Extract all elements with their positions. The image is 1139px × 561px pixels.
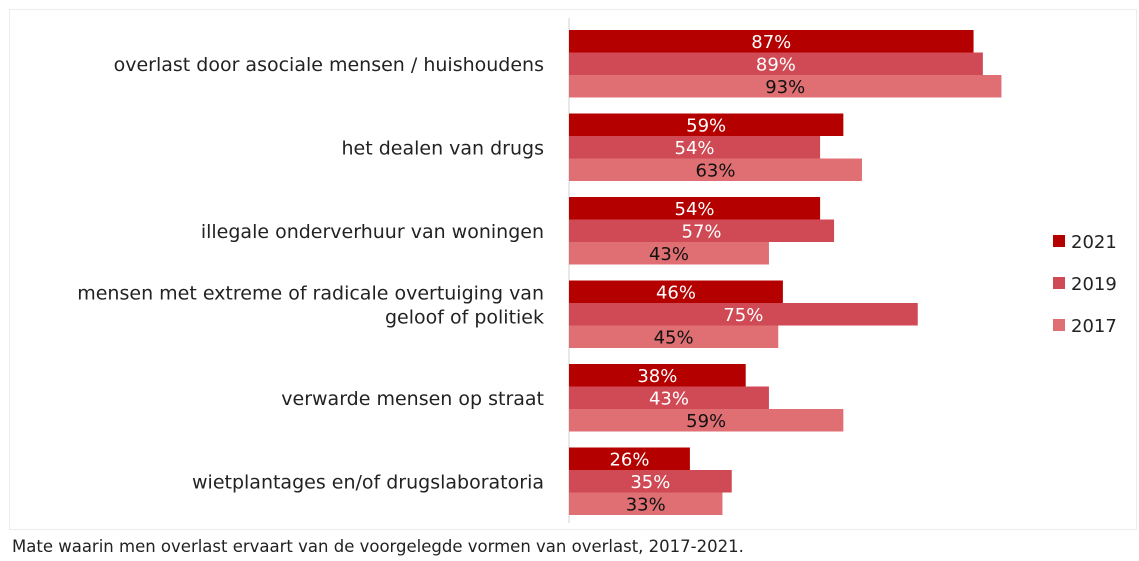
data-label: 75% bbox=[723, 305, 763, 326]
data-label: 59% bbox=[686, 411, 726, 432]
data-label: 63% bbox=[695, 160, 735, 181]
data-label: 43% bbox=[649, 244, 689, 265]
bar-2017 bbox=[569, 158, 862, 181]
category-label: mensen met extreme of radicale overtuigi… bbox=[77, 282, 544, 304]
data-label: 87% bbox=[751, 32, 791, 53]
bar-2017 bbox=[569, 492, 723, 515]
bar-2021 bbox=[569, 113, 844, 136]
bar-2017 bbox=[569, 325, 779, 348]
bar-2017 bbox=[569, 75, 1002, 98]
bar-2021 bbox=[569, 197, 821, 220]
data-label: 59% bbox=[686, 115, 726, 136]
category-label: geloof of politiek bbox=[385, 306, 544, 328]
bar-2019 bbox=[569, 219, 835, 242]
bar-2021 bbox=[569, 30, 974, 53]
data-label: 26% bbox=[609, 449, 649, 470]
bar-2021 bbox=[569, 364, 746, 387]
bar-2019 bbox=[569, 52, 983, 75]
chart-caption: Mate waarin men overlast ervaart van de … bbox=[12, 537, 744, 556]
legend-swatch-2017 bbox=[1053, 319, 1065, 331]
category-label: verwarde mensen op straat bbox=[281, 388, 544, 410]
bar-2019 bbox=[569, 303, 918, 326]
bar-2019 bbox=[569, 136, 821, 159]
data-label: 57% bbox=[682, 221, 722, 242]
legend-label: 2017 bbox=[1071, 316, 1117, 337]
chart-panel: overlast door asociale mensen / huishoud… bbox=[9, 9, 1137, 530]
category-label: illegale onderverhuur van woningen bbox=[201, 221, 544, 243]
legend-swatch-2021 bbox=[1053, 235, 1065, 247]
data-label: 35% bbox=[630, 472, 670, 493]
bar-2019 bbox=[569, 470, 732, 493]
data-label: 54% bbox=[675, 138, 715, 159]
data-label: 46% bbox=[656, 282, 696, 303]
data-label: 33% bbox=[626, 494, 666, 515]
bar-2021 bbox=[569, 447, 690, 470]
category-label: het dealen van drugs bbox=[341, 137, 544, 159]
bar-2017 bbox=[569, 242, 769, 265]
bar-2019 bbox=[569, 386, 769, 409]
data-label: 89% bbox=[756, 54, 796, 75]
bar-2017 bbox=[569, 409, 844, 432]
category-label: wietplantages en/of drugslaboratoria bbox=[192, 471, 544, 493]
bar-chart: overlast door asociale mensen / huishoud… bbox=[77, 18, 1117, 523]
legend-label: 2019 bbox=[1071, 274, 1117, 295]
data-label: 93% bbox=[765, 77, 805, 98]
bar-2021 bbox=[569, 280, 783, 303]
data-label: 54% bbox=[675, 199, 715, 220]
legend-label: 2021 bbox=[1071, 232, 1117, 253]
data-label: 45% bbox=[654, 327, 694, 348]
data-label: 38% bbox=[637, 366, 677, 387]
category-label: overlast door asociale mensen / huishoud… bbox=[114, 54, 544, 76]
legend-swatch-2019 bbox=[1053, 277, 1065, 289]
data-label: 43% bbox=[649, 388, 689, 409]
